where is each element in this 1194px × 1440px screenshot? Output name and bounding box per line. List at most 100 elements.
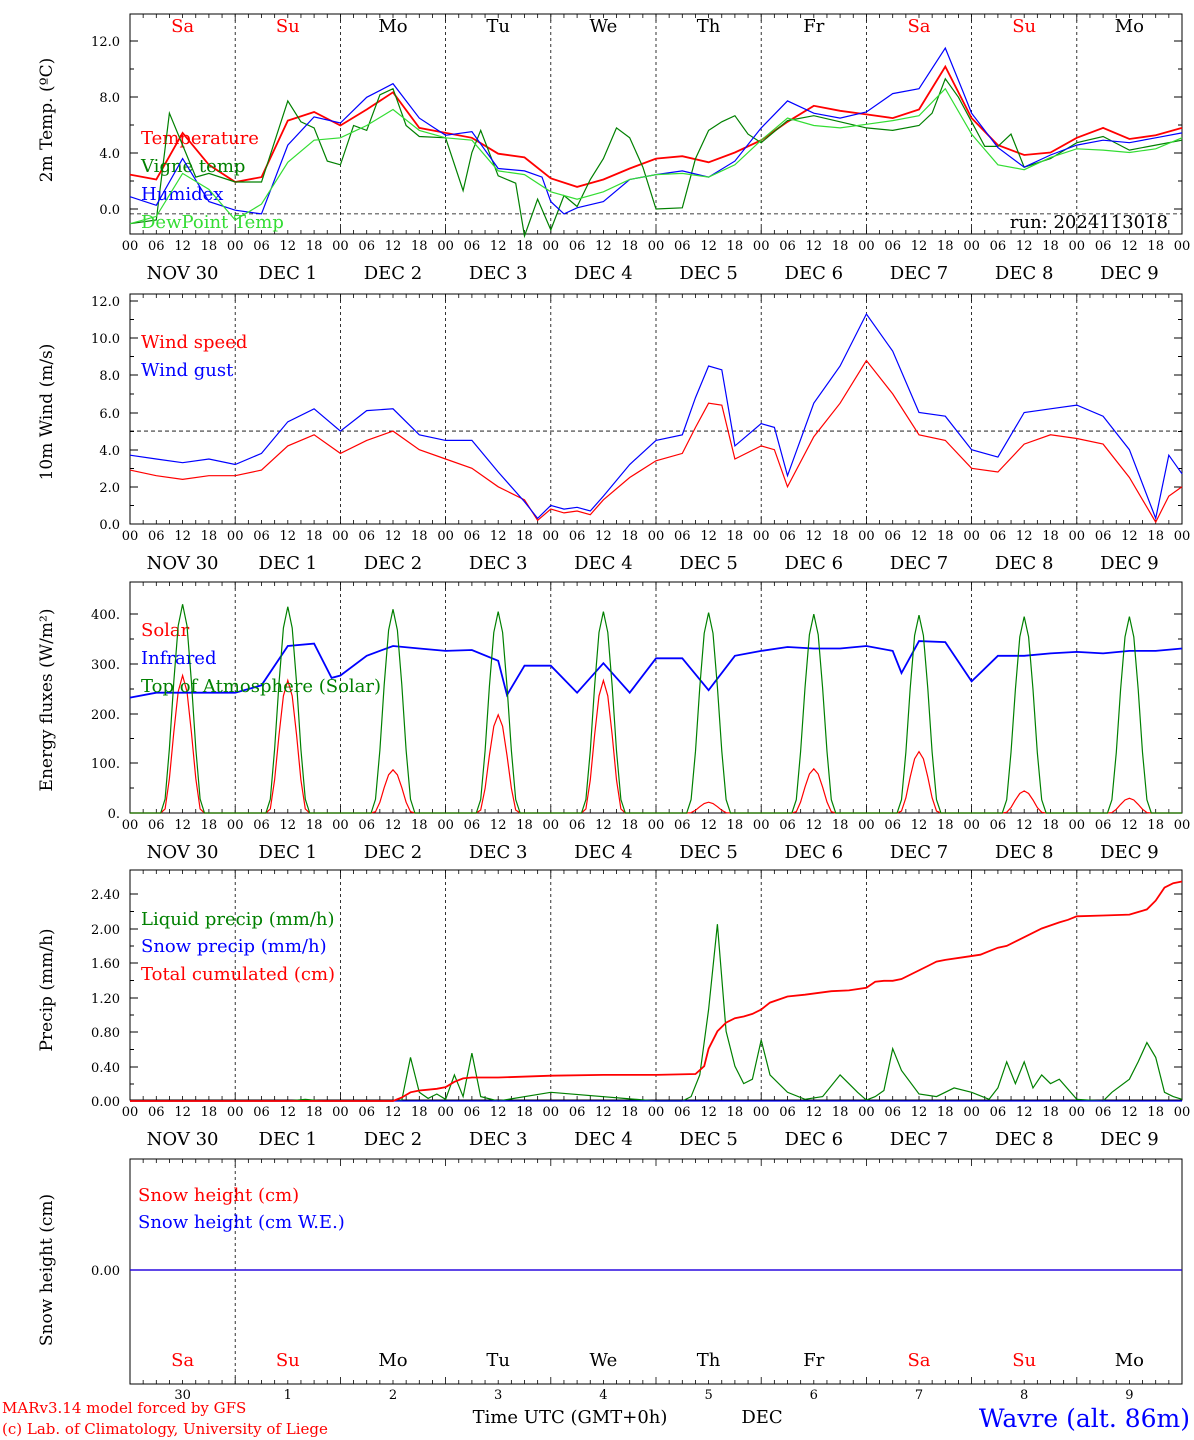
hour-label: 12 bbox=[174, 818, 191, 833]
date-label: DEC 1 bbox=[259, 263, 318, 284]
hour-label: 00 bbox=[227, 239, 244, 254]
day-number: 2 bbox=[389, 1388, 397, 1403]
date-label: DEC 3 bbox=[469, 842, 528, 863]
day-number: 30 bbox=[174, 1388, 191, 1403]
hour-label: 00 bbox=[963, 818, 980, 833]
hour-label: 18 bbox=[937, 239, 954, 254]
day-number: 5 bbox=[704, 1388, 712, 1403]
hour-label: 18 bbox=[937, 818, 954, 833]
hour-label: 12 bbox=[1016, 529, 1033, 544]
legend-entry: Solar bbox=[141, 620, 190, 641]
hour-label: 18 bbox=[727, 239, 744, 254]
legend-entry: Temperature bbox=[141, 128, 259, 149]
date-label: DEC 7 bbox=[890, 842, 949, 863]
date-label: DEC 3 bbox=[469, 553, 528, 574]
hour-label: 06 bbox=[779, 239, 796, 254]
date-label: DEC 8 bbox=[995, 1129, 1054, 1150]
date-label: DEC 6 bbox=[785, 842, 844, 863]
y-tick-label: 6.0 bbox=[99, 407, 120, 422]
y-tick-label: 2.0 bbox=[99, 481, 120, 496]
hour-label: 18 bbox=[1042, 818, 1059, 833]
hour-label: 18 bbox=[306, 529, 323, 544]
series-line-top-of-atmosphere-solar- bbox=[130, 604, 1182, 814]
hour-label: 06 bbox=[358, 818, 375, 833]
hour-label: 18 bbox=[516, 818, 533, 833]
hour-label: 06 bbox=[569, 1105, 586, 1120]
hour-label: 18 bbox=[621, 239, 638, 254]
series-line-wind-speed bbox=[129, 359, 1183, 524]
date-label: DEC 5 bbox=[679, 263, 738, 284]
y-tick-label: 200. bbox=[91, 708, 120, 723]
hour-label: 06 bbox=[148, 818, 165, 833]
hour-label: 12 bbox=[280, 818, 297, 833]
hour-label: 12 bbox=[1121, 1105, 1138, 1120]
date-label: DEC 4 bbox=[574, 553, 633, 574]
hour-label: 00 bbox=[1069, 818, 1086, 833]
hour-label: 12 bbox=[1121, 239, 1138, 254]
hour-label: 12 bbox=[911, 529, 928, 544]
date-label: DEC 4 bbox=[574, 263, 633, 284]
hour-label: 00 bbox=[1174, 1105, 1191, 1120]
hour-label: 00 bbox=[437, 239, 454, 254]
y-axis-label: 10m Wind (m/s) bbox=[37, 344, 57, 481]
hour-label: 06 bbox=[358, 1105, 375, 1120]
hour-label: 00 bbox=[1069, 529, 1086, 544]
hour-label: 18 bbox=[937, 529, 954, 544]
hour-label: 12 bbox=[385, 1105, 402, 1120]
hour-label: 06 bbox=[1095, 818, 1112, 833]
date-label: NOV 30 bbox=[147, 1129, 219, 1150]
hour-label: 06 bbox=[253, 818, 270, 833]
y-tick-label: 12.0 bbox=[91, 295, 120, 310]
day-of-week-label: Fr bbox=[803, 16, 824, 37]
legend-entry: DewPoint Temp bbox=[141, 212, 284, 233]
hour-label: 06 bbox=[884, 1105, 901, 1120]
hour-label: 00 bbox=[963, 529, 980, 544]
y-tick-label: 8.0 bbox=[99, 91, 120, 106]
date-label: DEC 7 bbox=[890, 263, 949, 284]
model-credit: MARv3.14 model forced by GFS bbox=[2, 1399, 246, 1417]
hour-label: 12 bbox=[490, 529, 507, 544]
y-tick-label: 2.00 bbox=[91, 923, 120, 938]
day-of-week-label: Su bbox=[1012, 16, 1036, 37]
hour-label: 06 bbox=[990, 818, 1007, 833]
hour-label: 18 bbox=[832, 239, 849, 254]
hour-label: 06 bbox=[253, 1105, 270, 1120]
hour-label: 18 bbox=[832, 529, 849, 544]
date-label: DEC 9 bbox=[1100, 1129, 1159, 1150]
hour-label: 06 bbox=[464, 1105, 481, 1120]
y-tick-label: 12.0 bbox=[91, 35, 120, 50]
date-label: NOV 30 bbox=[147, 842, 219, 863]
hour-label: 06 bbox=[884, 818, 901, 833]
day-number: 4 bbox=[599, 1388, 607, 1403]
y-tick-label: 10.0 bbox=[91, 332, 120, 347]
hour-label: 06 bbox=[464, 818, 481, 833]
y-tick-label: 0.0 bbox=[99, 518, 120, 533]
hour-label: 06 bbox=[253, 239, 270, 254]
day-of-week-label: Su bbox=[276, 1350, 300, 1371]
hour-label: 18 bbox=[1147, 1105, 1164, 1120]
hour-label: 06 bbox=[148, 239, 165, 254]
y-axis-label: Snow height (cm) bbox=[37, 1194, 57, 1346]
legend-entry: Snow height (cm W.E.) bbox=[138, 1212, 345, 1233]
hour-label: 18 bbox=[516, 239, 533, 254]
date-label: NOV 30 bbox=[147, 553, 219, 574]
hour-label: 06 bbox=[674, 1105, 691, 1120]
hour-label: 00 bbox=[648, 529, 665, 544]
hour-label: 18 bbox=[1147, 529, 1164, 544]
hour-label: 12 bbox=[1016, 818, 1033, 833]
hour-label: 06 bbox=[464, 529, 481, 544]
day-of-week-label: Tu bbox=[486, 1350, 510, 1371]
y-tick-label: 1.60 bbox=[91, 957, 120, 972]
lab-credit: (c) Lab. of Climatology, University of L… bbox=[2, 1420, 328, 1438]
hour-label: 12 bbox=[385, 818, 402, 833]
hour-label: 00 bbox=[227, 529, 244, 544]
day-of-week-label: Tu bbox=[486, 16, 510, 37]
date-label: DEC 5 bbox=[679, 553, 738, 574]
hour-label: 12 bbox=[490, 818, 507, 833]
hour-label: 18 bbox=[1042, 239, 1059, 254]
legend-entry: Snow height (cm) bbox=[138, 1185, 299, 1206]
hour-label: 00 bbox=[122, 818, 139, 833]
hour-label: 00 bbox=[543, 1105, 560, 1120]
hour-label: 00 bbox=[963, 239, 980, 254]
hour-label: 12 bbox=[174, 239, 191, 254]
